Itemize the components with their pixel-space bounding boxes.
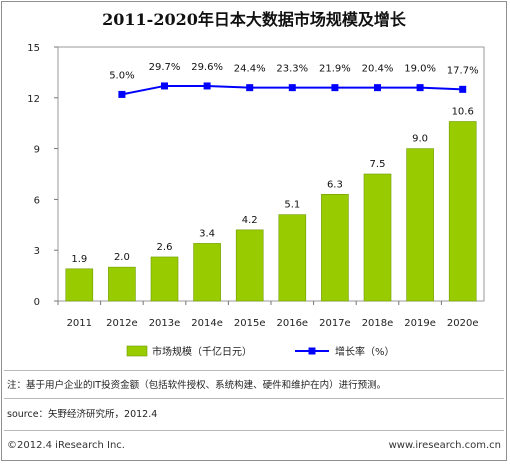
bar-value-label: 5.1	[284, 200, 300, 211]
bar	[406, 148, 434, 302]
y-tick-label: 15	[27, 43, 40, 54]
source-text: source：矢野经济研究所，2012.4	[7, 409, 158, 420]
bar	[448, 121, 477, 302]
bar	[65, 268, 94, 302]
legend-label-line: 增长率（%）	[335, 345, 395, 358]
growth-rate-label: 24.4%	[234, 64, 266, 75]
bar-value-label: 2.6	[157, 242, 173, 253]
x-tick-label: 2018e	[362, 318, 394, 329]
bar-value-label: 1.9	[71, 254, 87, 265]
y-tick-label: 3	[34, 246, 40, 257]
x-tick-label: 2017e	[319, 318, 351, 329]
bar-value-label: 10.6	[452, 107, 474, 118]
bar	[235, 229, 264, 302]
growth-rate-point	[331, 84, 339, 92]
growth-rate-label: 19.0%	[404, 64, 436, 75]
growth-rate-point	[161, 82, 168, 90]
growth-rate-label: 29.6%	[191, 62, 223, 73]
growth-rate-point	[246, 84, 254, 92]
chart-title: 2011-2020年日本大数据市场规模及增长	[102, 10, 406, 29]
bar-value-label: 9.0	[412, 134, 428, 145]
y-tick-label: 0	[34, 297, 40, 308]
growth-rate-label: 5.0%	[109, 70, 134, 81]
bar	[108, 266, 136, 302]
growth-rate-label: 23.3%	[276, 64, 308, 75]
growth-rate-label: 21.9%	[319, 64, 351, 75]
bar-value-label: 4.2	[242, 215, 258, 226]
legend-label-bar: 市场规模（千亿日元）	[152, 345, 252, 358]
bar	[321, 194, 349, 302]
copyright-text: ©2012.4 iResearch Inc.	[7, 440, 125, 451]
x-tick-label: 2015e	[234, 318, 266, 329]
growth-rate-label: 20.4%	[362, 64, 394, 75]
bar-value-label: 7.5	[370, 159, 386, 170]
website-link[interactable]: www.iresearch.com.cn	[388, 440, 501, 451]
divider-mid	[4, 398, 504, 399]
x-tick-label: 2020e	[447, 318, 479, 329]
growth-rate-point	[203, 82, 211, 90]
x-tick-label: 2012e	[106, 318, 138, 329]
growth-rate-point	[118, 90, 126, 98]
footnote: 注：基于用户企业的IT投资金额（包括软件授权、系统构建、硬件和维护在内）进行预测…	[7, 380, 387, 391]
bar	[193, 243, 221, 302]
growth-rate-point	[459, 85, 467, 93]
growth-rate-point	[374, 84, 381, 92]
bar	[150, 256, 179, 302]
bar	[278, 214, 307, 302]
legend-swatch-bar	[126, 345, 148, 357]
y-tick-label: 9	[34, 145, 40, 156]
bar-value-label: 3.4	[199, 228, 215, 239]
x-tick-label: 2019e	[404, 318, 436, 329]
growth-rate-label: 17.7%	[447, 65, 479, 76]
bar-value-label: 2.0	[114, 252, 130, 263]
bar-value-label: 6.3	[327, 179, 343, 190]
legend-swatch-marker	[308, 347, 316, 355]
growth-rate-point	[416, 84, 424, 92]
x-tick-label: 2013e	[149, 318, 181, 329]
y-tick-label: 12	[27, 94, 40, 105]
x-tick-label: 2011	[67, 318, 92, 329]
growth-rate-point	[288, 84, 296, 92]
bar	[363, 173, 392, 302]
divider-bottom	[4, 430, 504, 431]
x-tick-label: 2016e	[276, 318, 308, 329]
y-tick-label: 6	[34, 195, 40, 206]
growth-rate-label: 29.7%	[149, 62, 181, 73]
divider-top	[4, 370, 504, 371]
x-tick-label: 2014e	[191, 318, 223, 329]
